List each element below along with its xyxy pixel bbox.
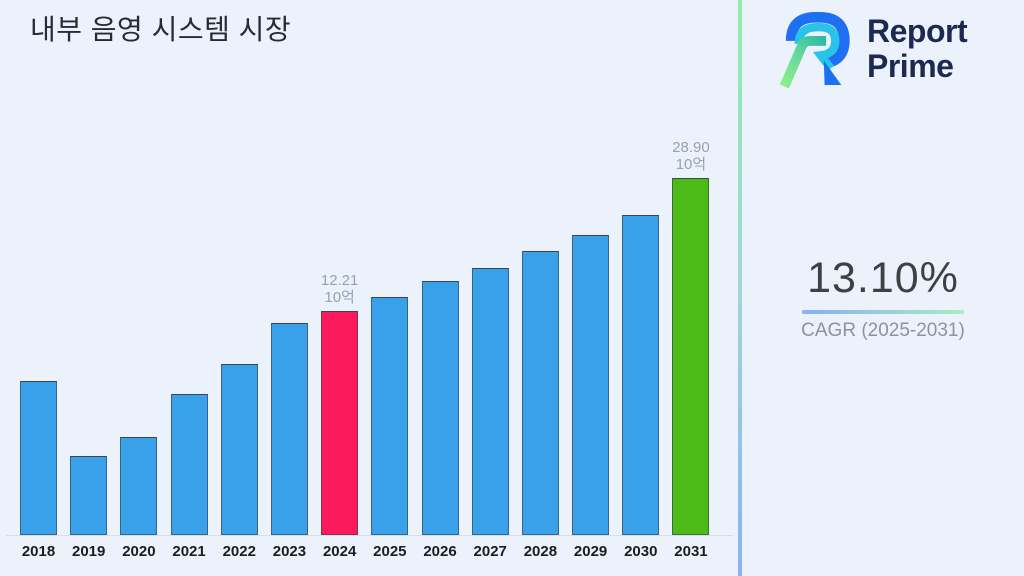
section-divider <box>738 0 742 576</box>
cagr-label: CAGR (2025-2031) <box>801 320 965 341</box>
annotation-2031: 28.90 10억 <box>672 139 710 173</box>
x-axis-label-2026: 2026 <box>423 543 457 560</box>
bar-2019 <box>70 456 108 535</box>
bar-2027 <box>471 268 509 535</box>
logo-word-prime: Prime <box>867 48 954 84</box>
annotation-2024: 12.21 10억 <box>321 272 359 306</box>
chart-title: 내부 음영 시스템 시장 <box>30 14 292 45</box>
annotation-unit: 10억 <box>324 289 355 306</box>
cagr-value: 13.10% <box>807 254 959 302</box>
x-axis-label-2030: 2030 <box>624 543 658 560</box>
x-axis-label-2029: 2029 <box>573 543 608 560</box>
market-bar-chart: 2018 2019 2020 2021 2022 2023 2024 2025 2026 2027… <box>6 139 733 560</box>
logo-wordmark: Report Prime <box>867 6 968 84</box>
x-axis-label-2023: 2023 <box>272 543 307 560</box>
x-axis-label-2019: 2019 <box>72 543 106 560</box>
x-axis-label-2020: 2020 <box>122 543 156 560</box>
x-axis-label-2018: 2018 <box>21 543 56 560</box>
bar-2021 <box>170 394 208 535</box>
x-axis-label-2031: 2031 <box>674 543 708 560</box>
bar-2031 <box>672 178 710 535</box>
x-axis-line <box>6 535 733 536</box>
x-axis-label-2025: 2025 <box>373 543 407 560</box>
x-axis-label-2022: 2022 <box>222 543 256 560</box>
cagr-block: 13.10% CAGR (2025-2031) <box>795 254 971 342</box>
bar-2026 <box>421 281 459 535</box>
report-prime-logo-icon <box>779 11 850 89</box>
annotation-value: 28.90 <box>672 139 710 156</box>
bar-2018 <box>20 381 57 535</box>
x-axis-label-2021: 2021 <box>172 543 206 560</box>
x-axis-label-2027: 2027 <box>473 543 507 560</box>
cagr-underline <box>802 310 964 314</box>
bar-2028 <box>521 251 559 535</box>
bar-2022 <box>220 364 258 535</box>
annotation-value: 12.21 <box>320 272 359 289</box>
bar-2020 <box>120 437 158 535</box>
bar-2029 <box>572 235 610 535</box>
logo-word-report: Report <box>867 13 968 49</box>
annotation-unit: 10억 <box>675 156 707 173</box>
bar-2030 <box>622 215 660 535</box>
bar-2023 <box>270 323 308 535</box>
x-axis-label-2024: 2024 <box>322 543 357 560</box>
bar-2025 <box>371 297 409 535</box>
x-axis-label-2028: 2028 <box>523 543 558 560</box>
bar-2024 <box>321 311 359 535</box>
report-prime-logo: Report Prime <box>779 6 968 94</box>
